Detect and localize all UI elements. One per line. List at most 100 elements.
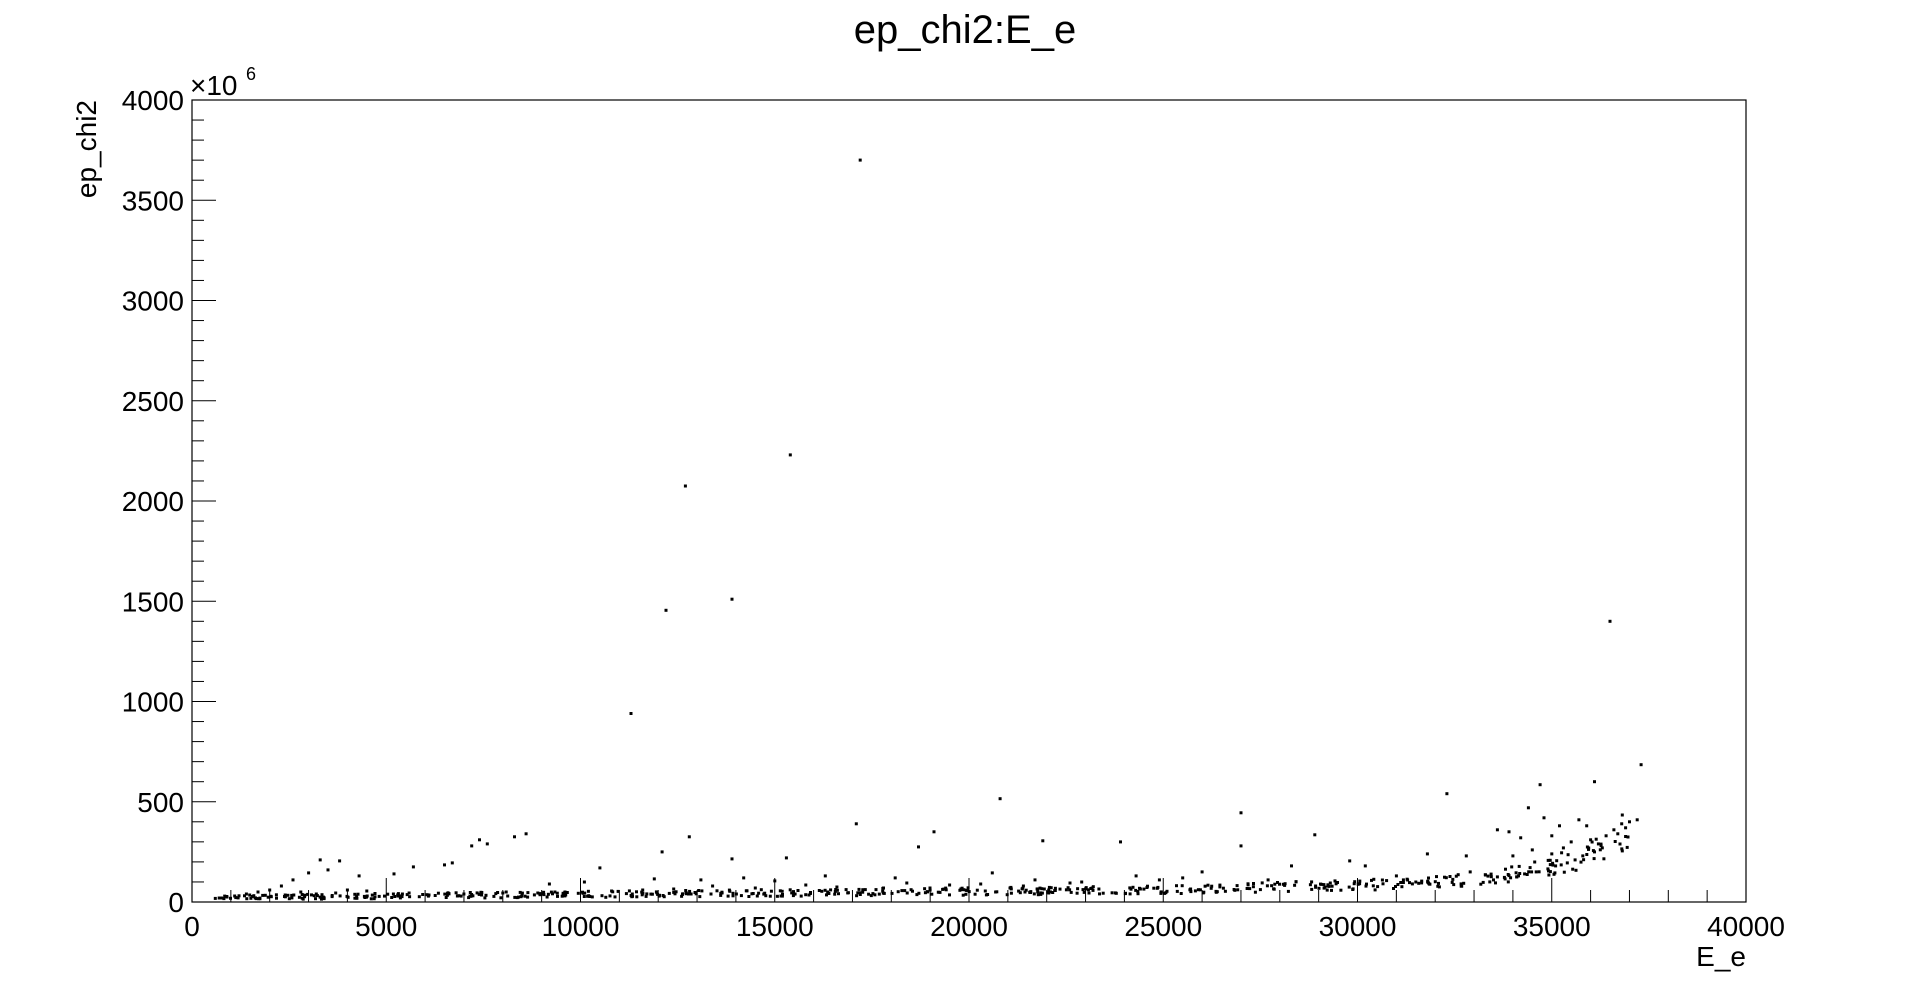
data-point <box>1451 877 1455 881</box>
data-point <box>398 896 402 900</box>
data-point <box>799 894 803 898</box>
data-point <box>1562 870 1566 874</box>
data-point <box>1047 885 1051 889</box>
data-point <box>1494 881 1497 885</box>
data-point <box>263 893 267 897</box>
data-point <box>318 895 322 899</box>
data-point <box>1515 875 1519 879</box>
data-point <box>1435 875 1438 879</box>
data-point <box>984 893 988 897</box>
data-point <box>275 896 278 900</box>
data-point <box>769 889 773 893</box>
data-point <box>520 891 524 895</box>
data-point <box>1394 874 1398 878</box>
data-point <box>365 895 368 899</box>
data-point <box>1098 892 1101 896</box>
data-point <box>1082 890 1086 894</box>
data-point <box>1221 886 1225 890</box>
data-point <box>686 892 690 896</box>
data-point <box>1604 834 1608 838</box>
y-tick-label: 3000 <box>122 286 184 317</box>
data-point <box>1020 887 1024 891</box>
data-point <box>526 891 530 895</box>
data-point <box>1399 881 1403 884</box>
data-point <box>1009 891 1013 895</box>
data-point <box>290 896 294 900</box>
chart-title: ep_chi2:E_e <box>854 8 1076 52</box>
data-point <box>556 894 559 898</box>
data-point <box>524 832 528 836</box>
data-point <box>1323 885 1327 889</box>
data-point <box>1123 892 1127 896</box>
data-point <box>1542 816 1546 820</box>
data-point <box>1547 869 1550 873</box>
data-point <box>1051 891 1055 894</box>
data-point <box>1319 882 1322 886</box>
data-point <box>1620 822 1624 826</box>
data-point <box>1018 891 1022 895</box>
data-point <box>656 892 660 896</box>
data-point <box>1017 889 1021 893</box>
data-point <box>762 892 766 896</box>
data-point <box>1639 763 1643 767</box>
data-point <box>869 894 873 898</box>
data-point <box>283 895 286 898</box>
data-point <box>1005 893 1009 897</box>
data-point <box>734 892 738 896</box>
data-point <box>1293 883 1297 887</box>
data-point <box>433 894 437 897</box>
data-point <box>699 878 703 882</box>
data-point <box>1081 888 1085 892</box>
data-point <box>1270 884 1274 888</box>
data-point <box>753 886 757 890</box>
data-point <box>299 890 303 894</box>
data-point <box>326 868 330 872</box>
data-point <box>1408 881 1411 885</box>
data-point <box>1593 780 1596 784</box>
data-point <box>673 892 677 896</box>
data-point <box>790 891 794 895</box>
data-point <box>443 863 446 867</box>
data-point <box>1049 890 1052 894</box>
data-point <box>353 892 357 896</box>
data-point <box>1042 887 1046 891</box>
data-point <box>1325 888 1329 892</box>
data-point <box>1620 847 1624 851</box>
data-point <box>1021 884 1025 888</box>
data-point <box>314 892 318 896</box>
data-point <box>905 881 909 885</box>
data-point <box>268 888 272 892</box>
data-point <box>1198 888 1202 892</box>
data-point <box>542 893 546 897</box>
data-point <box>788 888 792 892</box>
data-point <box>1087 891 1091 895</box>
data-point <box>1180 884 1184 888</box>
data-points <box>213 158 1643 901</box>
data-point <box>966 886 970 890</box>
data-point <box>966 888 969 892</box>
data-point <box>930 892 934 896</box>
data-point <box>1573 858 1577 862</box>
data-point <box>857 887 861 891</box>
data-point <box>1519 836 1523 840</box>
data-point <box>1134 888 1138 892</box>
data-point <box>867 892 871 896</box>
data-point <box>287 897 291 901</box>
y-tick-label: 4000 <box>122 85 184 116</box>
data-point <box>1334 882 1338 886</box>
data-point <box>1585 824 1589 828</box>
data-point <box>1555 859 1559 863</box>
data-point <box>784 856 788 860</box>
data-point <box>286 893 290 897</box>
data-point <box>370 893 374 897</box>
data-point <box>515 896 519 900</box>
data-point <box>932 830 936 834</box>
data-point <box>1128 886 1132 890</box>
data-point <box>523 894 527 898</box>
data-point <box>1517 864 1521 868</box>
data-point <box>249 896 253 900</box>
data-point <box>1565 861 1569 865</box>
data-point <box>1608 619 1612 623</box>
data-point <box>1142 887 1146 891</box>
